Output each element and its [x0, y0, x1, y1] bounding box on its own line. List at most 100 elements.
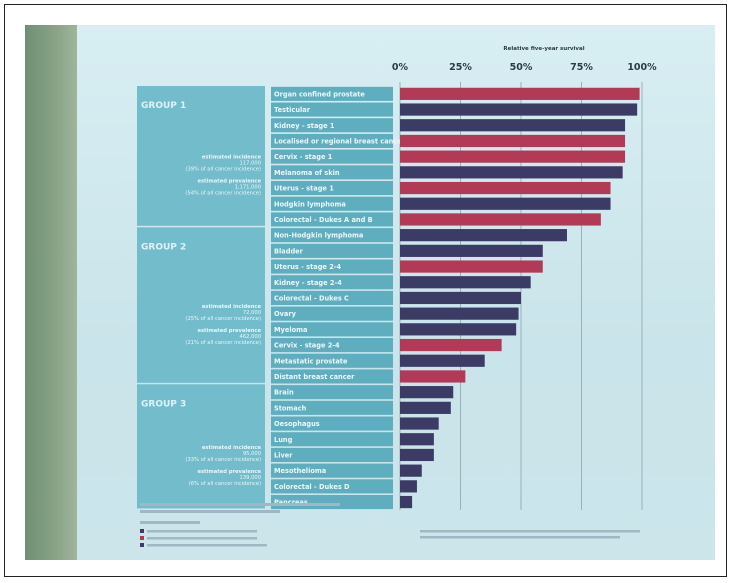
group-panel — [137, 86, 265, 226]
x-tick-label: 50% — [510, 62, 533, 73]
category-label-bg — [271, 133, 393, 148]
category-label: Mesothelioma — [274, 467, 326, 475]
bar — [400, 166, 623, 179]
bar — [400, 417, 439, 430]
category-label-bg — [271, 290, 393, 305]
footer-legend-swatch — [140, 536, 144, 540]
bar — [400, 386, 454, 399]
category-label: Stomach — [274, 404, 307, 412]
bar — [400, 119, 626, 132]
prevalence-note: (6% of all cancer incidence) — [189, 481, 261, 487]
bar — [400, 260, 543, 273]
incidence-value: 117,000 — [240, 161, 261, 167]
category-label-bg — [271, 149, 393, 164]
bar — [400, 244, 543, 257]
category-label: Ovary — [274, 310, 297, 318]
category-label-bg — [271, 463, 393, 478]
category-label-bg — [271, 338, 393, 353]
category-label-bg — [271, 275, 393, 290]
category-label: Cervix - stage 2-4 — [274, 342, 340, 350]
bar — [400, 197, 611, 210]
category-label: Kidney - stage 1 — [274, 122, 335, 130]
bar — [400, 150, 626, 163]
bar — [400, 213, 601, 226]
prevalence-note: (21% of all cancer incidence) — [185, 340, 261, 346]
footer-line — [420, 536, 620, 539]
x-tick-label: 75% — [570, 62, 593, 73]
category-label: Colorectal - Dukes D — [274, 483, 350, 491]
category-label: Brain — [274, 389, 294, 397]
category-label: Distant breast cancer — [274, 373, 355, 381]
category-label-bg — [271, 416, 393, 431]
bar — [400, 448, 434, 462]
category-label-bg — [271, 322, 393, 337]
category-label: Liver — [274, 451, 293, 459]
footer-notes — [140, 503, 640, 547]
x-tick-label: 25% — [449, 62, 472, 73]
photo: GROUP 1 estimated incidence 117,000 (39% of… — [25, 25, 715, 560]
category-label-bg — [271, 259, 393, 274]
bar — [400, 480, 417, 493]
category-label: Myeloma — [274, 326, 307, 334]
bar — [400, 181, 611, 195]
category-label: Colorectal - Dukes A and B — [274, 216, 373, 224]
bar — [400, 433, 434, 446]
incidence-note: (39% of all cancer incidence) — [185, 167, 261, 173]
incidence-label: estimated incidence — [202, 155, 262, 161]
footer-legend-swatch — [140, 529, 144, 533]
category-label: Non-Hodgkin lymphoma — [274, 232, 363, 240]
bar — [400, 291, 521, 305]
prevalence-note: (54% of all cancer incidence) — [185, 191, 261, 197]
bar — [400, 276, 531, 289]
category-label: Metastatic prostate — [274, 357, 348, 365]
category-label: Uterus - stage 2-4 — [274, 263, 342, 271]
group-panel — [137, 227, 265, 383]
category-label-bg — [271, 86, 393, 101]
prevalence-label: estimated prevalence — [197, 179, 261, 185]
bar — [400, 134, 626, 148]
prevalence-value: 1,171,000 — [235, 185, 261, 191]
category-label-bg — [271, 353, 393, 368]
category-label-bg — [271, 447, 393, 462]
bar — [400, 370, 466, 383]
bar — [400, 307, 519, 320]
incidence-value: 72,000 — [243, 310, 261, 316]
group-label: GROUP 1 — [141, 101, 186, 111]
category-label: Pancreas — [274, 499, 308, 507]
category-label: Oesophagus — [274, 420, 320, 428]
category-label: Kidney - stage 2-4 — [274, 279, 342, 287]
group-label: GROUP 3 — [141, 399, 186, 409]
bar — [400, 338, 502, 352]
prevalence-value: 139,000 — [240, 475, 261, 481]
prevalence-label: estimated prevalence — [197, 469, 261, 475]
category-label: Lung — [274, 436, 293, 444]
background-strip — [25, 25, 77, 560]
category-label: Melanoma of skin — [274, 169, 340, 177]
category-label-bg — [271, 432, 393, 447]
category-label-bg — [271, 196, 393, 211]
category-label: Testicular — [274, 106, 311, 114]
incidence-label: estimated incidence — [202, 304, 262, 310]
category-label: Cervix - stage 1 — [274, 153, 333, 161]
category-label-bg — [271, 243, 393, 258]
footer-legend-swatch — [140, 543, 144, 547]
group-label: GROUP 2 — [141, 242, 186, 252]
bar — [400, 87, 640, 100]
incidence-value: 95,000 — [243, 451, 261, 457]
x-tick-label: 100% — [627, 62, 657, 73]
group-panel — [137, 384, 265, 509]
x-tick-label: 0% — [392, 62, 409, 73]
category-label: Hodgkin lymphoma — [274, 200, 346, 208]
footer-line — [147, 544, 267, 547]
incidence-note: (33% of all cancer incidence) — [185, 457, 261, 463]
incidence-label: estimated incidence — [202, 445, 262, 451]
footer-line — [147, 537, 257, 540]
category-label-bg — [271, 165, 393, 180]
category-label: Colorectal - Dukes C — [274, 294, 349, 302]
chart-title: Relative five-year survival — [503, 46, 584, 52]
bar — [400, 354, 485, 367]
category-label-bg — [271, 306, 393, 321]
category-label: Uterus - stage 1 — [274, 185, 334, 193]
category-label: Localised or regional breast cancer — [274, 137, 406, 145]
